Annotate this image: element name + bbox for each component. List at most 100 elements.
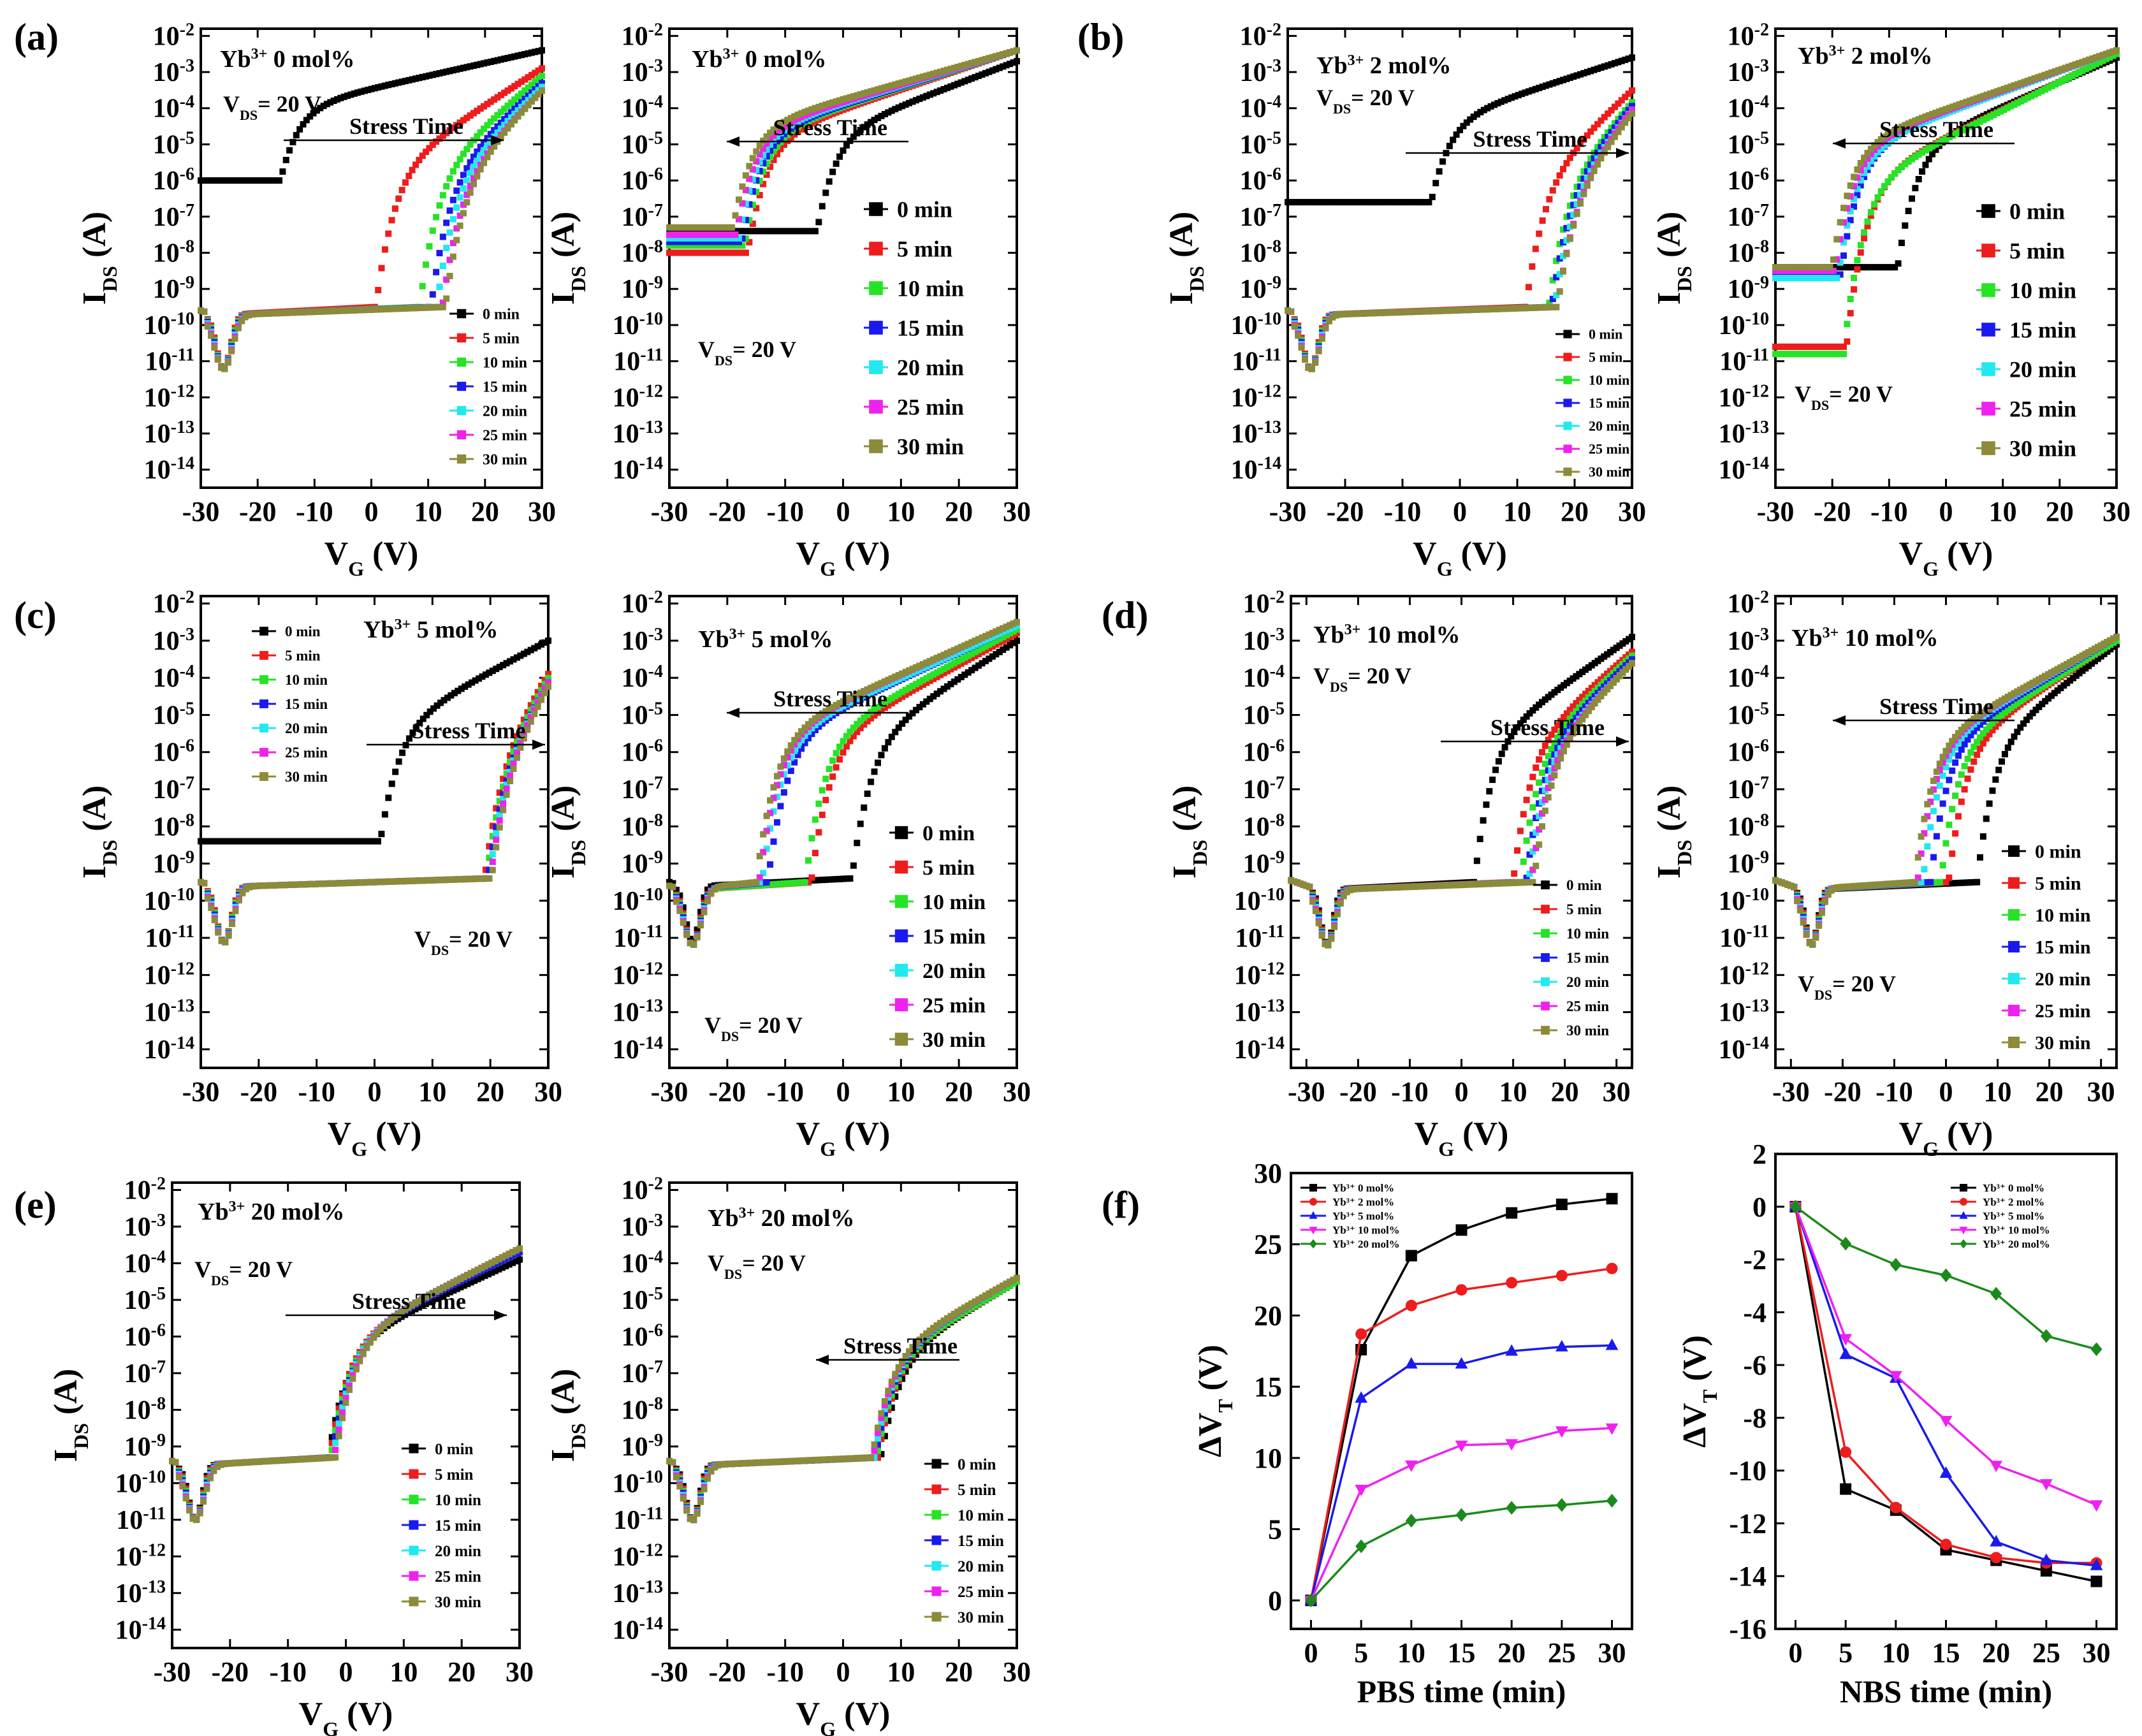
data-point [930,660,937,667]
data-point [323,838,330,845]
data-point [690,238,697,245]
legend-marker [1563,398,1572,407]
data-point [1909,156,1915,163]
data-point [1987,113,1994,120]
data-point [524,722,531,729]
data-point [398,305,405,312]
data-point [749,188,756,195]
x-tick-label: 30 [528,496,556,527]
legend-marker [259,627,268,636]
data-point [1339,199,1346,206]
data-point [455,687,462,694]
data-point [687,249,694,256]
x-tick-label: 10 [418,1076,446,1107]
data-point [1997,87,2004,94]
data-point [1977,118,1983,125]
data-point [975,650,982,657]
data-point [864,690,871,697]
data-point [1854,257,1861,264]
data-point [463,191,470,198]
data-point [507,772,514,779]
data-point [1353,199,1360,206]
data-point [690,940,697,947]
data-point [708,890,715,897]
data-point [669,231,676,238]
data-point [954,645,961,652]
data-point [1377,199,1384,206]
data-point [451,876,458,883]
data-point [951,678,958,685]
data-point [697,242,704,249]
data-point [954,80,961,87]
data-point [732,231,739,238]
y-tick-label: 10-5 [153,128,194,160]
data-point [2092,54,2099,61]
data-point [486,854,493,861]
data-point [487,119,494,126]
data-point [1532,304,1539,311]
data-point [1401,199,1408,206]
data-point [284,838,291,845]
data-point [926,657,933,664]
data-point [1857,249,1864,256]
data-point [736,196,742,203]
data-point [1888,174,1895,181]
data-point [756,151,763,158]
data-point [715,228,722,235]
data-point [1332,199,1339,206]
legend-marker [894,894,908,908]
data-point [756,852,763,859]
data-point [1553,292,1560,299]
data-point [805,228,812,235]
data-point [826,876,833,883]
data-point [474,173,481,180]
data-point [746,163,753,170]
data-point [1520,717,1527,724]
data-point [419,715,426,722]
data-point [683,228,690,235]
data-point [1608,138,1615,145]
data-point [409,305,416,312]
data-point [253,882,260,889]
data-point [996,64,1003,71]
x-tick-label: -10 [766,1076,804,1107]
data-point [503,660,510,667]
data-point [868,778,875,785]
data-point [680,238,687,245]
panel-label-f: (f) [1102,1184,1140,1226]
data-point [777,228,784,235]
chart-title: Yb3+ 5 mol% [698,626,833,653]
data-point [1871,146,1878,153]
data-point [902,691,909,698]
y-tick-label: 10-9 [622,847,663,879]
data-point [1425,199,1432,206]
data-point [982,636,989,643]
data-point [840,703,847,710]
data-point [694,224,701,231]
data-point [791,879,798,886]
data-point [426,72,433,79]
data-point [666,238,673,245]
data-point [787,115,794,122]
data-point [1391,199,1398,206]
data-point [1474,306,1480,313]
data-point [888,107,895,114]
data-point [385,230,392,237]
data-point [718,228,725,235]
data-point [289,138,296,145]
data-point [1439,158,1446,165]
data-point [1629,103,1635,110]
data-point [840,96,847,103]
data-point [532,90,539,97]
data-point [739,200,746,207]
data-point [487,58,494,65]
data-point [725,231,732,238]
data-point [801,740,808,747]
data-point [1377,309,1384,316]
data-point [756,874,763,881]
data-point [224,359,231,366]
data-point [965,656,972,663]
data-point [520,735,527,742]
data-point [940,669,947,676]
data-point [441,697,448,704]
